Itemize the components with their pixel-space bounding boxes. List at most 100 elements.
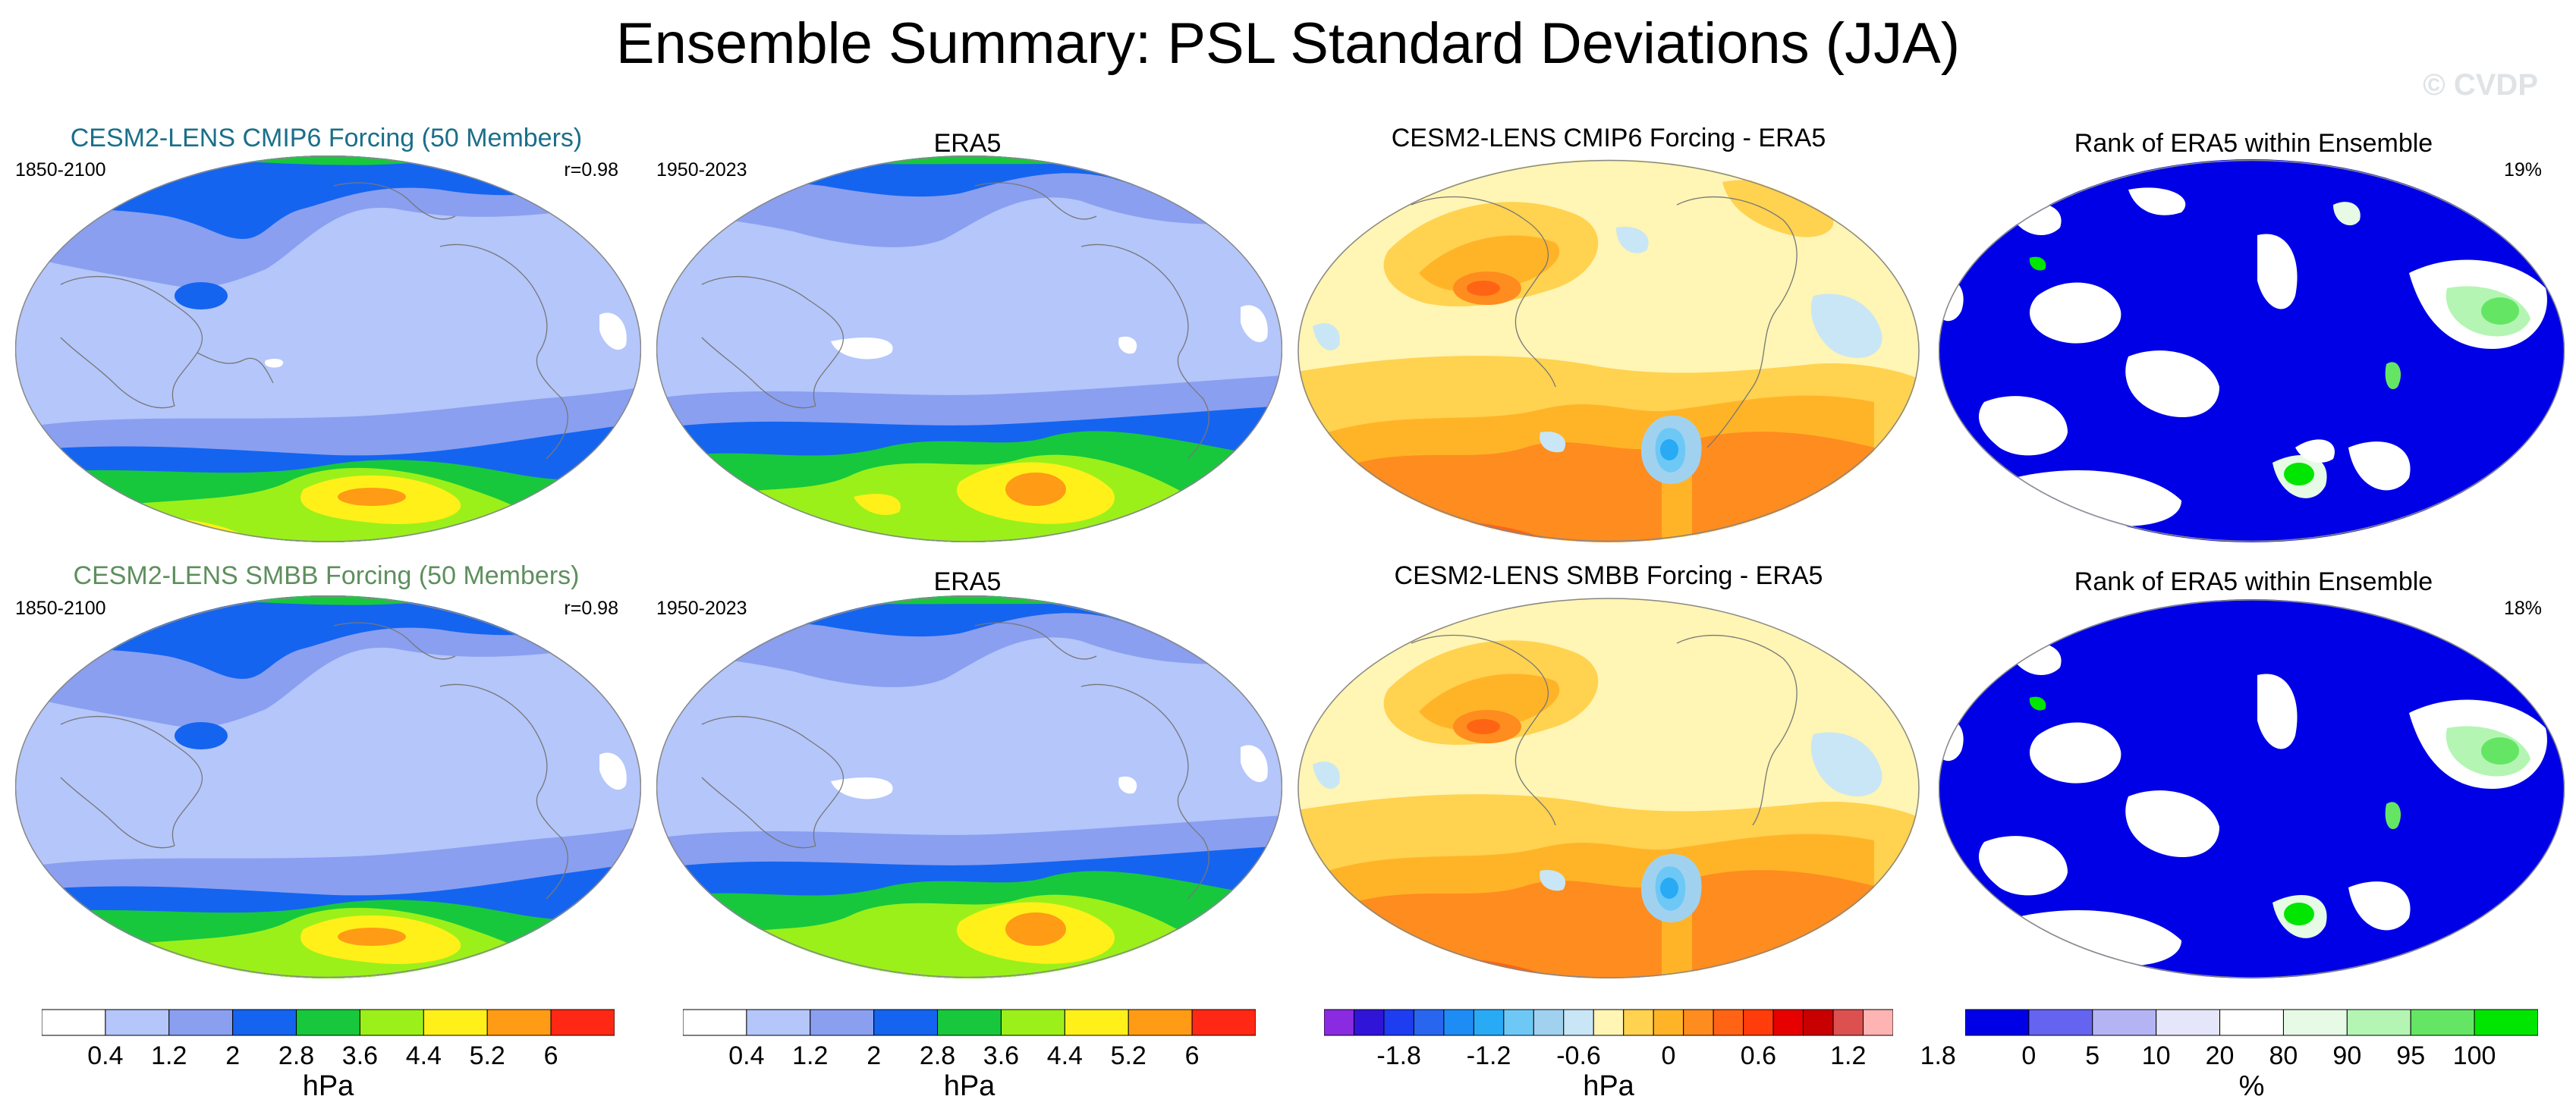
panel-title-obs-2: ERA5	[933, 567, 1002, 596]
colorbar-swatch	[2156, 1009, 2221, 1036]
colorbar-swatch	[2028, 1009, 2093, 1036]
colorbar-rank-ticks: 0 5 10 20 80 90 95 100	[1965, 1040, 2538, 1070]
obs-years-2: 1950-2023	[656, 598, 747, 619]
colorbar-std-2: 0.4 1.2 2 2.8 3.6 4.4 5.2 6 hPa	[682, 1009, 1257, 1103]
panel-title-diff-2: CESM2-LENS SMBB Forcing - ERA5	[1394, 561, 1823, 590]
colorbar-tick-label: 3.6	[341, 1041, 379, 1070]
colorbar-swatch	[359, 1009, 424, 1036]
colorbar-tick-label: 90	[2332, 1041, 2362, 1070]
colorbar-tick-label: 5.2	[469, 1041, 505, 1070]
colorbar-tick-label: 6	[543, 1041, 558, 1070]
colorbar-swatch	[423, 1009, 488, 1036]
colorbar-tick-label: 3.6	[983, 1041, 1020, 1070]
colorbar-std-1-ticks: 0.4 1.2 2 2.8 3.6 4.4 5.2 6	[42, 1040, 615, 1070]
colorbar-swatch	[1383, 1009, 1414, 1036]
colorbar-swatch	[746, 1009, 811, 1036]
colorbar-swatch	[937, 1009, 1002, 1036]
colorbar-tick-label: 1.8	[1920, 1041, 1956, 1070]
colorbar-std-1-swatches	[41, 1009, 615, 1036]
obs-years-1: 1950-2023	[656, 159, 747, 181]
colorbar-tick-label: 2.8	[919, 1041, 956, 1070]
colorbar-swatch	[1563, 1009, 1594, 1036]
page-title: Ensemble Summary: PSL Standard Deviation…	[615, 11, 1961, 76]
colorbar-swatch	[2474, 1009, 2539, 1036]
colorbar-tick-label: 100	[2452, 1041, 2496, 1070]
colorbar-swatch	[41, 1009, 106, 1036]
colorbar-swatch	[486, 1009, 552, 1036]
colorbar-swatch	[1353, 1009, 1385, 1036]
colorbar-swatch	[1743, 1009, 1774, 1036]
colorbar-swatch	[2346, 1009, 2411, 1036]
colorbar-tick-label: 0	[1661, 1041, 1676, 1070]
colorbar-tick-label: 1.2	[1830, 1041, 1867, 1070]
colorbar-tick-label: 2.8	[278, 1041, 315, 1070]
colorbar-tick-label: 1.2	[151, 1041, 187, 1070]
colorbar-tick-label: 0	[2021, 1041, 2037, 1070]
colorbar-rank-swatches	[1964, 1009, 2539, 1036]
model-years-2: 1850-2100	[15, 598, 106, 619]
colorbar-swatch	[1473, 1009, 1505, 1036]
colorbar-diff: -1.8 -1.2 -0.6 0 0.6 1.2 1.8 hPa	[1323, 1009, 1956, 1103]
colorbar-tick-label: 95	[2396, 1041, 2426, 1070]
colorbar-swatch	[1653, 1009, 1684, 1036]
colorbar-swatch	[1413, 1009, 1445, 1036]
map-model-std-2	[15, 595, 641, 978]
colorbar-tick-label: 2	[225, 1041, 241, 1070]
colorbar-std-2-swatches	[682, 1009, 1257, 1036]
panel-title-rank-2: Rank of ERA5 within Ensemble	[2074, 567, 2433, 596]
map-diff-1	[1297, 159, 1920, 542]
map-diff-2	[1297, 598, 1920, 978]
panel-title-model-1: CESM2-LENS CMIP6 Forcing (50 Members)	[70, 124, 583, 152]
model-r-2: r=0.98	[564, 598, 618, 619]
colorbar-tick-label: 0.4	[87, 1041, 124, 1070]
colorbar-swatch	[2410, 1009, 2475, 1036]
colorbar-tick-label: 80	[2269, 1041, 2298, 1070]
colorbar-swatch	[810, 1009, 875, 1036]
colorbar-swatch	[105, 1009, 170, 1036]
colorbar-swatch	[1128, 1009, 1193, 1036]
model-r-1: r=0.98	[564, 159, 618, 181]
colorbar-tick-label: -0.6	[1556, 1041, 1601, 1070]
colorbar-tick-label: 1.2	[792, 1041, 829, 1070]
colorbar-swatch	[1803, 1009, 1834, 1036]
colorbar-tick-label: 0.4	[728, 1041, 765, 1070]
model-years-1: 1850-2100	[15, 159, 106, 181]
colorbar-swatch	[1683, 1009, 1714, 1036]
colorbar-std-2-ticks: 0.4 1.2 2 2.8 3.6 4.4 5.2 6	[683, 1040, 1256, 1070]
colorbar-tick-label: -1.8	[1376, 1041, 1421, 1070]
colorbar-swatch	[1964, 1009, 2030, 1036]
colorbar-std-1: 0.4 1.2 2 2.8 3.6 4.4 5.2 6 hPa	[41, 1009, 615, 1103]
panel-title-diff-1: CESM2-LENS CMIP6 Forcing - ERA5	[1391, 124, 1826, 152]
rank-pct-2: 18%	[2503, 598, 2542, 619]
colorbar-swatch	[1713, 1009, 1744, 1036]
colorbar-swatch	[1064, 1009, 1129, 1036]
colorbar-swatch	[682, 1009, 747, 1036]
colorbar-tick-label: 20	[2205, 1041, 2235, 1070]
panel-title-model-2: CESM2-LENS SMBB Forcing (50 Members)	[73, 561, 580, 590]
colorbar-rank: 0 5 10 20 80 90 95 100 %	[1964, 1009, 2539, 1103]
colorbar-swatch	[1863, 1009, 1894, 1036]
map-obs-std-1	[656, 155, 1282, 542]
colorbar-diff-ticks: -1.8 -1.2 -0.6 0 0.6 1.2 1.8	[1324, 1040, 1955, 1070]
colorbar-tick-label: 10	[2141, 1041, 2171, 1070]
colorbar-diff-swatches	[1323, 1009, 1894, 1036]
colorbar-swatch	[2092, 1009, 2157, 1036]
colorbar-tick-label: 2	[867, 1041, 882, 1070]
colorbar-swatch	[168, 1009, 234, 1036]
colorbar-swatch	[873, 1009, 939, 1036]
colorbar-swatch	[1772, 1009, 1804, 1036]
map-obs-std-2	[656, 595, 1282, 978]
colorbar-swatch	[296, 1009, 360, 1036]
map-rank-1	[1939, 159, 2565, 542]
colorbar-std-1-unit: hPa	[302, 1070, 354, 1102]
rank-pct-1: 19%	[2503, 159, 2542, 181]
colorbar-std-2-unit: hPa	[943, 1070, 995, 1102]
colorbar-swatch	[1000, 1009, 1065, 1036]
colorbar-diff-unit: hPa	[1583, 1070, 1634, 1102]
colorbar-tick-label: 5	[2085, 1041, 2100, 1070]
colorbar-swatch	[1323, 1009, 1354, 1036]
colorbar-tick-label: 6	[1184, 1041, 1200, 1070]
colorbar-swatch	[1191, 1009, 1257, 1036]
colorbar-swatch	[1832, 1009, 1864, 1036]
colorbar-tick-label: -1.2	[1466, 1041, 1511, 1070]
